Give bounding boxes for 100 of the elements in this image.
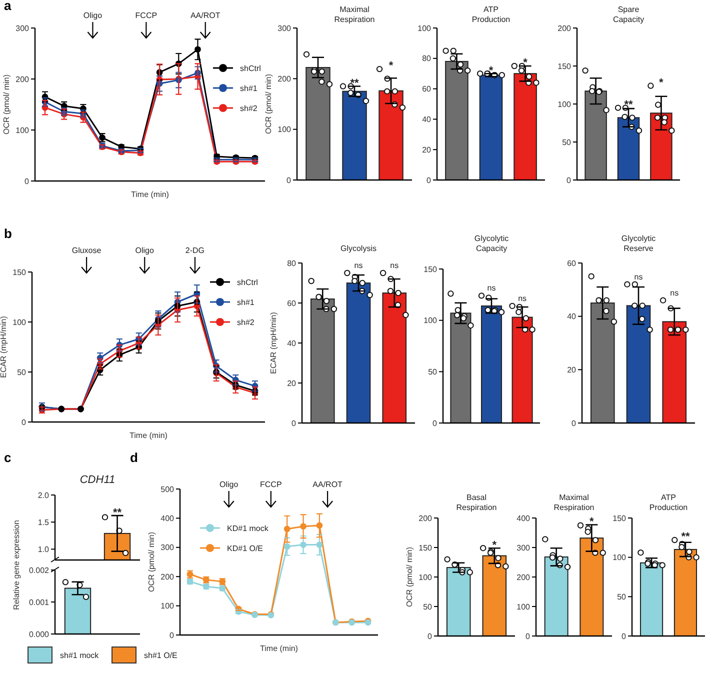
chart-title: Basal Respiration	[456, 493, 497, 512]
text: Oligo	[83, 11, 103, 20]
y-tick-label: 200	[16, 74, 30, 84]
y-tick-label: 1.0	[38, 544, 50, 554]
legend-label: KD#1 O/E	[227, 544, 264, 553]
annotation: ns	[670, 288, 679, 298]
annotation: *	[523, 57, 528, 70]
y-tick-label: 0	[566, 176, 572, 185]
y-tick-label: 100	[418, 24, 432, 33]
annotation: **	[681, 531, 690, 544]
annotation: *	[488, 64, 494, 77]
y-tick-label: 200	[278, 74, 292, 84]
annotation: Oligo	[219, 480, 239, 489]
y-tick-label: 300	[16, 24, 30, 33]
y-tick-label: 0	[286, 176, 292, 185]
annotation: **	[350, 77, 360, 90]
y-tick-label: 100	[424, 316, 438, 326]
legend-label: KD#1 mock	[227, 524, 270, 533]
legend-label: sh#2	[237, 318, 255, 327]
y-axis-title: OCR (pmol/ min)	[2, 74, 11, 135]
y-axis-title: OCR (pmol/ min)	[405, 546, 414, 608]
annotation: ns	[634, 272, 643, 282]
y-tick-label: 0	[622, 632, 627, 641]
legend-label: sh#1	[240, 84, 258, 93]
y-tick-label: 0.000	[28, 630, 50, 639]
x-axis-title: Time (min)	[130, 431, 168, 440]
y-tick-label: 100	[418, 572, 433, 582]
legend-label: sh#1	[237, 298, 255, 307]
y-axis-title: ECAR (mpH/min)	[269, 312, 278, 374]
y-tick-label: 0.002	[28, 566, 50, 575]
y-tick-label: 60	[422, 84, 432, 94]
y-tick-label: 100	[558, 100, 572, 109]
text: d	[130, 450, 138, 465]
y-tick-label: 500	[160, 484, 175, 494]
y-tick-label: 0	[22, 418, 27, 427]
chart-title: Glycolytic Reserve	[621, 234, 656, 253]
chart-title: ATP Production	[649, 493, 688, 512]
chart-title: Glycolysis	[340, 244, 377, 253]
y-tick-label: 20	[567, 365, 577, 374]
y-tick-label: 200	[558, 24, 572, 33]
y-tick-label: 0	[426, 176, 432, 185]
y-tick-label: 80	[422, 54, 432, 64]
legend-label: sh#1 O/E	[144, 650, 178, 660]
x-axis-title: Time (min)	[260, 644, 298, 653]
annotation: ns	[354, 261, 363, 270]
y-tick-label: 50	[17, 368, 27, 377]
y-tick-label: 0	[428, 632, 433, 641]
y-tick-label: 80	[287, 258, 297, 268]
y-tick-label: 200	[516, 572, 531, 582]
chart-title: ATP Production	[472, 5, 510, 24]
y-tick-label: 20	[287, 378, 297, 388]
y-tick-label: 0	[170, 630, 175, 640]
annotation: **	[624, 99, 634, 111]
text: c	[4, 450, 12, 465]
y-axis-title: ECAR (mpH/min)	[0, 316, 8, 378]
y-tick-label: 100	[516, 602, 531, 612]
legend-label: shCtrl	[237, 278, 258, 287]
y-tick-label: 200	[160, 572, 175, 582]
y-tick-label: 150	[424, 264, 438, 274]
y-tick-label: 50	[428, 367, 438, 376]
y-tick-label: 100	[612, 553, 627, 562]
y-axis-title: OCR (pmol/ min)	[147, 532, 156, 592]
annotation: AA/ROT	[312, 480, 343, 489]
annotation: FCCP	[260, 480, 282, 489]
chart-title: Glycolytic Capacity	[474, 234, 509, 253]
y-tick-label: 50	[617, 592, 627, 602]
y-tick-label: 100	[16, 126, 30, 135]
y-axis-title: Relative gene expression	[12, 520, 21, 610]
annotation: *	[492, 539, 498, 552]
legend-label: sh#2	[240, 104, 258, 113]
chart-title: Maximal Respiration	[554, 493, 594, 512]
y-tick-label: 2.0	[38, 490, 50, 500]
y-tick-label: 0	[292, 418, 297, 428]
y-tick-label: 1.5	[38, 518, 50, 527]
chart-title: Maximal Respiration	[334, 5, 375, 24]
text: 2-DG	[185, 246, 205, 255]
y-tick-label: 150	[12, 268, 27, 277]
text: Oligo	[135, 246, 155, 255]
y-tick-label: 100	[12, 318, 27, 327]
annotation: ns	[390, 261, 399, 270]
y-tick-label: 150	[418, 543, 433, 552]
y-tick-label: 40	[422, 115, 432, 124]
legend-label: shCtrl	[240, 64, 262, 73]
chart-title: Spare Capacity	[612, 5, 644, 24]
x-axis-title: Time (min)	[131, 190, 170, 199]
annotation: **	[112, 506, 122, 519]
annotation: ns	[487, 284, 496, 293]
y-tick-label: 40	[567, 312, 577, 322]
y-tick-label: 100	[160, 602, 175, 611]
y-tick-label: 0	[24, 176, 30, 186]
y-tick-label: 60	[287, 298, 297, 308]
y-tick-label: 300	[160, 543, 175, 552]
legend-label: sh#1 mock	[60, 650, 100, 660]
y-tick-label: 100	[278, 125, 292, 134]
y-tick-label: 150	[612, 514, 627, 523]
y-axis-title: OCR (pmol/ min)	[264, 74, 273, 134]
y-tick-label: 20	[422, 145, 432, 154]
annotation: ns	[518, 294, 527, 303]
text: Gluxose	[72, 246, 102, 255]
y-tick-label: 300	[278, 24, 292, 33]
